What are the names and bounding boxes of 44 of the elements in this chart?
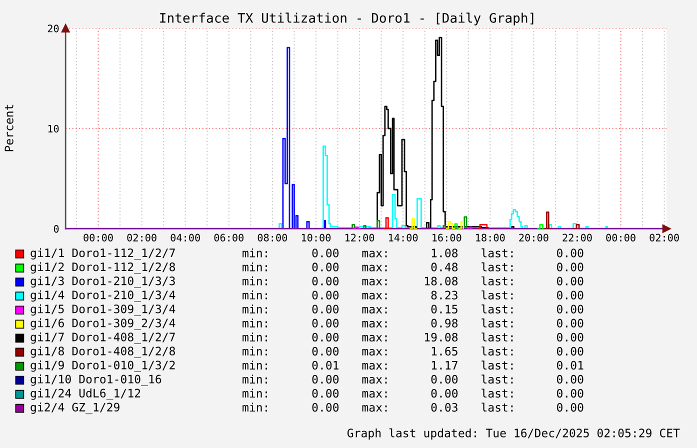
legend-label: gi1/24 UdL6_1/12 <box>30 388 140 400</box>
text: min: 0.00 max: 0.00 last: 0.00 <box>242 374 584 384</box>
legend-label: gi1/10 Doro1-010_16 <box>30 374 162 386</box>
legend-label: gi1/7 Doro1-408_1/2/7 <box>30 332 175 344</box>
legend-label: gi1/3 Doro1-210_1/3/3 <box>30 276 175 288</box>
x-tick-label: 10:00 <box>302 234 331 242</box>
legend-label: gi1/4 Doro1-210_1/3/4 <box>30 290 176 302</box>
text: min: 0.00 max: 0.00 last: 0.00 <box>242 388 584 398</box>
x-tick-label: 06:00 <box>214 234 244 242</box>
y-tick-label: 0 <box>54 225 59 233</box>
text: min: 0.00 max: 0.03 last: 0.00 <box>242 402 584 412</box>
text: min: 0.00 max: 0.48 last: 0.00 <box>242 262 584 272</box>
x-tick-label: 16:00 <box>432 234 462 242</box>
legend-label: gi1/1 Doro1-112_1/2/7 <box>30 248 175 260</box>
legend-label: gi1/9 Doro1-010_1/3/2 <box>30 360 175 372</box>
legend-label: gi1/6 Doro1-309_2/3/4 <box>30 318 176 330</box>
x-tick-label: 02:00 <box>650 234 679 242</box>
x-tick-label: 12:00 <box>345 234 374 242</box>
x-tick-label: 14:00 <box>389 234 418 242</box>
legend-label: gi1/2 Doro1-112_1/2/8 <box>30 262 176 274</box>
y-axis-title: Percent <box>4 104 14 152</box>
x-tick-label: 02:00 <box>127 234 156 242</box>
text: min: 0.00 max: 0.15 last: 0.00 <box>242 304 584 314</box>
legend-label: gi1/8 Doro1-408_1/2/8 <box>30 346 176 358</box>
y-tick-label: 20 <box>48 24 59 32</box>
x-tick-label: 18:00 <box>476 234 505 242</box>
text: min: 0.00 max: 0.98 last: 0.00 <box>242 318 584 328</box>
x-tick-label: 00:00 <box>606 234 636 242</box>
chart-title: Interface TX Utilization - Doro1 - [Daily Graph] <box>160 12 534 26</box>
text: min: 0.00 max: 1.65 last: 0.00 <box>242 346 584 356</box>
text: min: 0.00 max: 19.08 last: 0.00 <box>242 332 584 342</box>
x-tick-label: 08:00 <box>258 234 288 242</box>
text: min: 0.01 max: 1.17 last: 0.01 <box>242 360 584 370</box>
x-tick-label: 00:00 <box>84 234 113 242</box>
text: Graph last updated: Tue 16/Dec/2025 02:05:29 CET <box>347 428 680 440</box>
x-tick-label: 20:00 <box>519 234 548 242</box>
x-tick-label: 22:00 <box>562 234 592 242</box>
legend-label: gi1/5 Doro1-309_1/3/4 <box>30 304 176 316</box>
text: min: 0.00 max: 1.08 last: 0.00 <box>242 248 584 258</box>
x-tick-label: 04:00 <box>170 234 200 242</box>
text: min: 0.00 max: 18.08 last: 0.00 <box>242 276 584 286</box>
y-tick-label: 10 <box>48 124 59 133</box>
text: min: 0.00 max: 8.23 last: 0.00 <box>242 290 584 300</box>
legend-label: gi2/4 GZ_1/29 <box>30 402 120 414</box>
